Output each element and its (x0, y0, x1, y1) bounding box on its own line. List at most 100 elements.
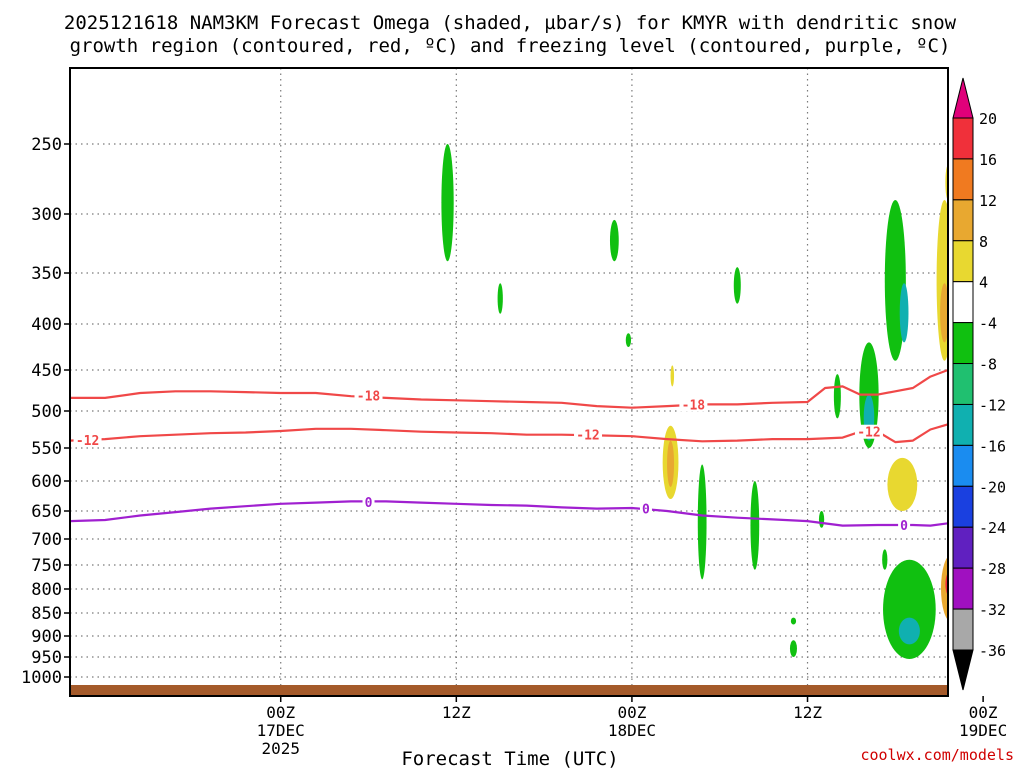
omega-region (940, 556, 948, 621)
colorbar-bin (952, 117, 974, 160)
contour-label-bg (898, 518, 911, 532)
x-axis-label: Forecast Time (UTC) (401, 748, 618, 768)
y-tick-label: 550 (31, 439, 62, 459)
credit-text: coolwx.com/models (860, 746, 1014, 764)
colorbar-arrow-bottom (952, 649, 974, 691)
omega-region (818, 511, 825, 528)
colorbar-bin (952, 281, 974, 324)
omega-region (625, 333, 632, 347)
contour-layer: -18 -18 -12 -12 -12 0 0 0 (70, 368, 948, 534)
colorbar-bin (952, 526, 974, 569)
y-tick-label: 950 (31, 648, 62, 668)
x-tick-label: 17DEC (257, 721, 305, 740)
contour-label: -12 (857, 426, 880, 441)
omega-region (670, 365, 675, 387)
contour-line--12 (70, 423, 948, 444)
omega-region (883, 559, 936, 660)
y-tick-label: 1000 (21, 668, 62, 688)
omega-region (789, 640, 797, 657)
y-tick-label: 750 (31, 556, 62, 576)
chart-title-line2: growth region (contoured, red, ºC) and f… (70, 35, 951, 57)
omega-region (697, 464, 707, 580)
y-tick-label: 450 (31, 361, 62, 381)
omega-region (441, 144, 454, 262)
x-tick-label: 2025 (261, 739, 300, 758)
contour-label: 0 (365, 496, 373, 511)
y-tick-label: 900 (31, 627, 62, 647)
omega-region (833, 374, 841, 419)
omega-region (497, 283, 503, 314)
y-tick-label: 500 (31, 402, 62, 422)
plot-area: -18 -18 -12 -12 -12 0 0 0 (70, 68, 948, 696)
colorbar-label: -32 (979, 601, 1006, 619)
contour-line--18 (70, 368, 948, 409)
y-tick-label: 650 (31, 502, 62, 522)
colorbar: 20 16 12 8 4 -4 -8 -12 -16 -20 -24 -28 -32 -36 (952, 77, 1006, 691)
contour-label: -18 (682, 398, 706, 413)
colorbar-label: 12 (979, 192, 997, 210)
colorbar-bin (952, 240, 974, 283)
omega-region (733, 267, 741, 304)
x-tick-label: 00Z (266, 703, 295, 722)
colorbar-bin (952, 322, 974, 365)
omega-region (882, 549, 888, 570)
colorbar-label: 20 (979, 110, 997, 128)
contour-label: 0 (642, 503, 650, 518)
x-tick-label: 00Z (969, 703, 998, 722)
y-tick-label: 300 (31, 205, 62, 225)
omega-region (899, 283, 909, 343)
omega-region (790, 617, 797, 625)
contour-label: 0 (900, 519, 908, 534)
y-tick-label: 250 (31, 135, 62, 155)
x-tick-label: 19DEC (959, 721, 1007, 740)
y-tick-label: 700 (31, 530, 62, 550)
contour-label-bg (73, 432, 102, 447)
contour-label-bg (854, 424, 883, 439)
colorbar-label: -20 (979, 478, 1006, 496)
chart-title-line1: 2025121618 NAM3KM Forecast Omega (shaded… (64, 12, 957, 34)
colorbar-bin (952, 608, 974, 651)
y-tick-label: 350 (31, 264, 62, 284)
contour-label-bg (354, 388, 383, 403)
omega-region (750, 481, 760, 570)
colorbar-label: -8 (979, 356, 997, 374)
x-tick-label: 12Z (442, 703, 471, 722)
colorbar-bin (952, 403, 974, 446)
x-tick-label: 00Z (617, 703, 646, 722)
contour-label: -18 (357, 389, 381, 404)
grid-layer (70, 68, 948, 696)
omega-region (887, 457, 918, 512)
colorbar-label: -28 (979, 560, 1006, 578)
colorbar-bin (952, 567, 974, 610)
x-tick-label: 18DEC (608, 721, 656, 740)
colorbar-label: 16 (979, 151, 997, 169)
contour-line-0 (70, 500, 948, 527)
colorbar-label: -36 (979, 642, 1006, 660)
colorbar-label: -16 (979, 437, 1006, 455)
contour-label-bg (679, 397, 708, 412)
y-tick-label: 850 (31, 604, 62, 624)
contour-label-bg (574, 427, 603, 442)
colorbar-bin (952, 199, 974, 242)
contour-label-bg (639, 501, 652, 516)
contour-label: -12 (576, 429, 599, 444)
colorbar-bin (952, 158, 974, 201)
omega-region (667, 440, 675, 487)
y-axis: 250 300 350 400 450 500 550 600 650 700 750 800 850 9… (21, 135, 70, 688)
terrain-ground (70, 685, 948, 696)
contour-label: -12 (76, 434, 99, 449)
colorbar-bin (952, 444, 974, 487)
omega-region (898, 617, 920, 645)
colorbar-label: -12 (979, 396, 1006, 414)
colorbar-bin (952, 363, 974, 405)
y-tick-label: 600 (31, 472, 62, 492)
contour-label-bg (362, 495, 375, 509)
colorbar-label: -4 (979, 315, 997, 333)
y-tick-label: 800 (31, 580, 62, 600)
plot-frame (69, 67, 949, 697)
x-tick-label: 12Z (793, 703, 822, 722)
omega-region (609, 219, 619, 262)
